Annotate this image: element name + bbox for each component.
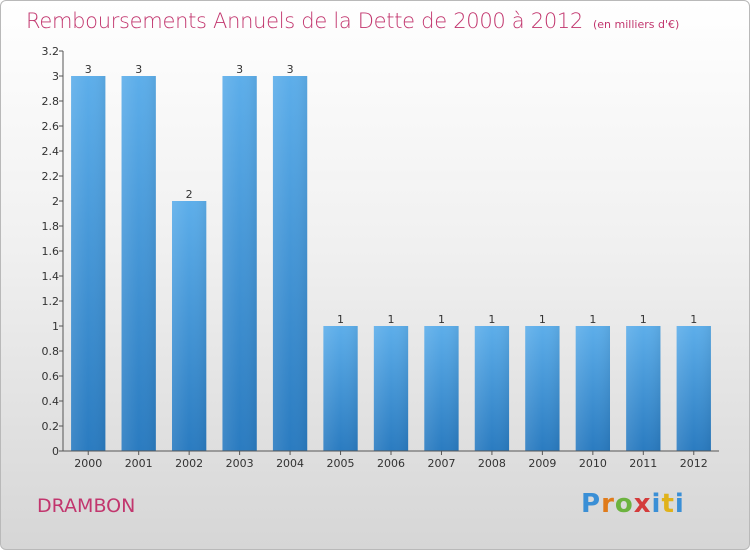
y-tick-label: 2.4 xyxy=(42,145,60,158)
y-tick-label: 1.6 xyxy=(42,245,60,258)
data-label-2001: 3 xyxy=(135,63,142,76)
x-axis: 2000 2001 2002 2003 2004 2005 2006 2007 2008 2009… xyxy=(63,450,719,470)
y-tick-label: 1 xyxy=(52,320,59,333)
logo-letter: x xyxy=(633,489,652,519)
chart-subtitle: (en milliers d'€) xyxy=(593,18,680,31)
chart-title-row: Remboursements Annuels de la Dette de 20… xyxy=(26,9,679,33)
y-tick-label: 3 xyxy=(52,70,59,83)
chart-title: Remboursements Annuels de la Dette de 20… xyxy=(26,9,583,33)
bar-2000[interactable] xyxy=(71,76,106,451)
data-label-2010: 1 xyxy=(589,313,596,326)
x-tick-label-2006: 2006 xyxy=(377,457,405,470)
x-tick-label-2003: 2003 xyxy=(226,457,254,470)
y-tick-label: 0.6 xyxy=(42,370,60,383)
data-label-2002: 2 xyxy=(186,188,193,201)
bar-2009[interactable] xyxy=(525,326,560,451)
bar-2011[interactable] xyxy=(626,326,661,451)
bar-2001[interactable] xyxy=(121,76,156,451)
logo-letter: i xyxy=(651,489,662,519)
y-tick-label: 0.8 xyxy=(42,345,60,358)
proxiti-logo[interactable]: Proxiti xyxy=(581,489,685,519)
x-tick-label-2004: 2004 xyxy=(276,457,304,470)
data-label-2012: 1 xyxy=(690,313,697,326)
y-tick-label: 0 xyxy=(52,445,59,458)
data-label-2006: 1 xyxy=(388,313,395,326)
logo-letter: i xyxy=(674,489,685,519)
bar-2004[interactable] xyxy=(272,76,308,451)
bar-2002[interactable] xyxy=(171,201,207,451)
bar-2008[interactable] xyxy=(474,326,510,451)
bar-2010[interactable] xyxy=(575,326,611,451)
x-tick-label-2011: 2011 xyxy=(629,457,657,470)
bar-2005[interactable] xyxy=(323,326,358,451)
y-tick-label: 2 xyxy=(52,195,59,208)
bar-2007[interactable] xyxy=(424,326,459,451)
bar-2012[interactable] xyxy=(676,326,711,451)
x-tick-label-2005: 2005 xyxy=(327,457,355,470)
y-tick-label: 1.4 xyxy=(42,270,60,283)
bar-2006[interactable] xyxy=(373,326,409,451)
bars: 3 3 2 3 3 1 1 1 1 1 1 1 1 xyxy=(71,63,711,451)
data-label-2008: 1 xyxy=(488,313,495,326)
logo-letter: t xyxy=(661,489,675,519)
data-label-2005: 1 xyxy=(337,313,344,326)
logo-letter: r xyxy=(601,489,615,519)
bar-2003[interactable] xyxy=(222,76,257,451)
data-label-2000: 3 xyxy=(85,63,92,76)
data-label-2007: 1 xyxy=(438,313,445,326)
data-label-2011: 1 xyxy=(640,313,647,326)
y-tick-label: 1.8 xyxy=(42,220,60,233)
y-tick-label: 1.2 xyxy=(42,295,60,308)
data-label-2004: 3 xyxy=(287,63,294,76)
commune-name: DRAMBON xyxy=(37,495,136,517)
y-tick-label: 2.8 xyxy=(42,95,60,108)
logo-letter: P xyxy=(581,489,602,519)
logo-letter: o xyxy=(614,489,634,519)
x-tick-label-2002: 2002 xyxy=(175,457,203,470)
data-label-2009: 1 xyxy=(539,313,546,326)
x-tick-label-2010: 2010 xyxy=(579,457,607,470)
x-tick-label-2012: 2012 xyxy=(680,457,708,470)
x-tick-label-2001: 2001 xyxy=(125,457,153,470)
x-tick-label-2008: 2008 xyxy=(478,457,506,470)
y-tick-label: 2.6 xyxy=(42,120,60,133)
y-axis: 0 0.2 0.4 0.6 0.8 1 1.2 1.4 1.6 1.8 2 2.2 2.4 2.6 2.8 3… xyxy=(42,45,64,458)
y-tick-label: 2.2 xyxy=(42,170,60,183)
y-tick-label: 3.2 xyxy=(42,45,60,58)
y-tick-label: 0.4 xyxy=(42,395,60,408)
x-tick-label-2009: 2009 xyxy=(528,457,556,470)
x-tick-label-2007: 2007 xyxy=(427,457,455,470)
data-label-2003: 3 xyxy=(236,63,243,76)
y-tick-label: 0.2 xyxy=(42,420,60,433)
x-tick-label-2000: 2000 xyxy=(74,457,102,470)
